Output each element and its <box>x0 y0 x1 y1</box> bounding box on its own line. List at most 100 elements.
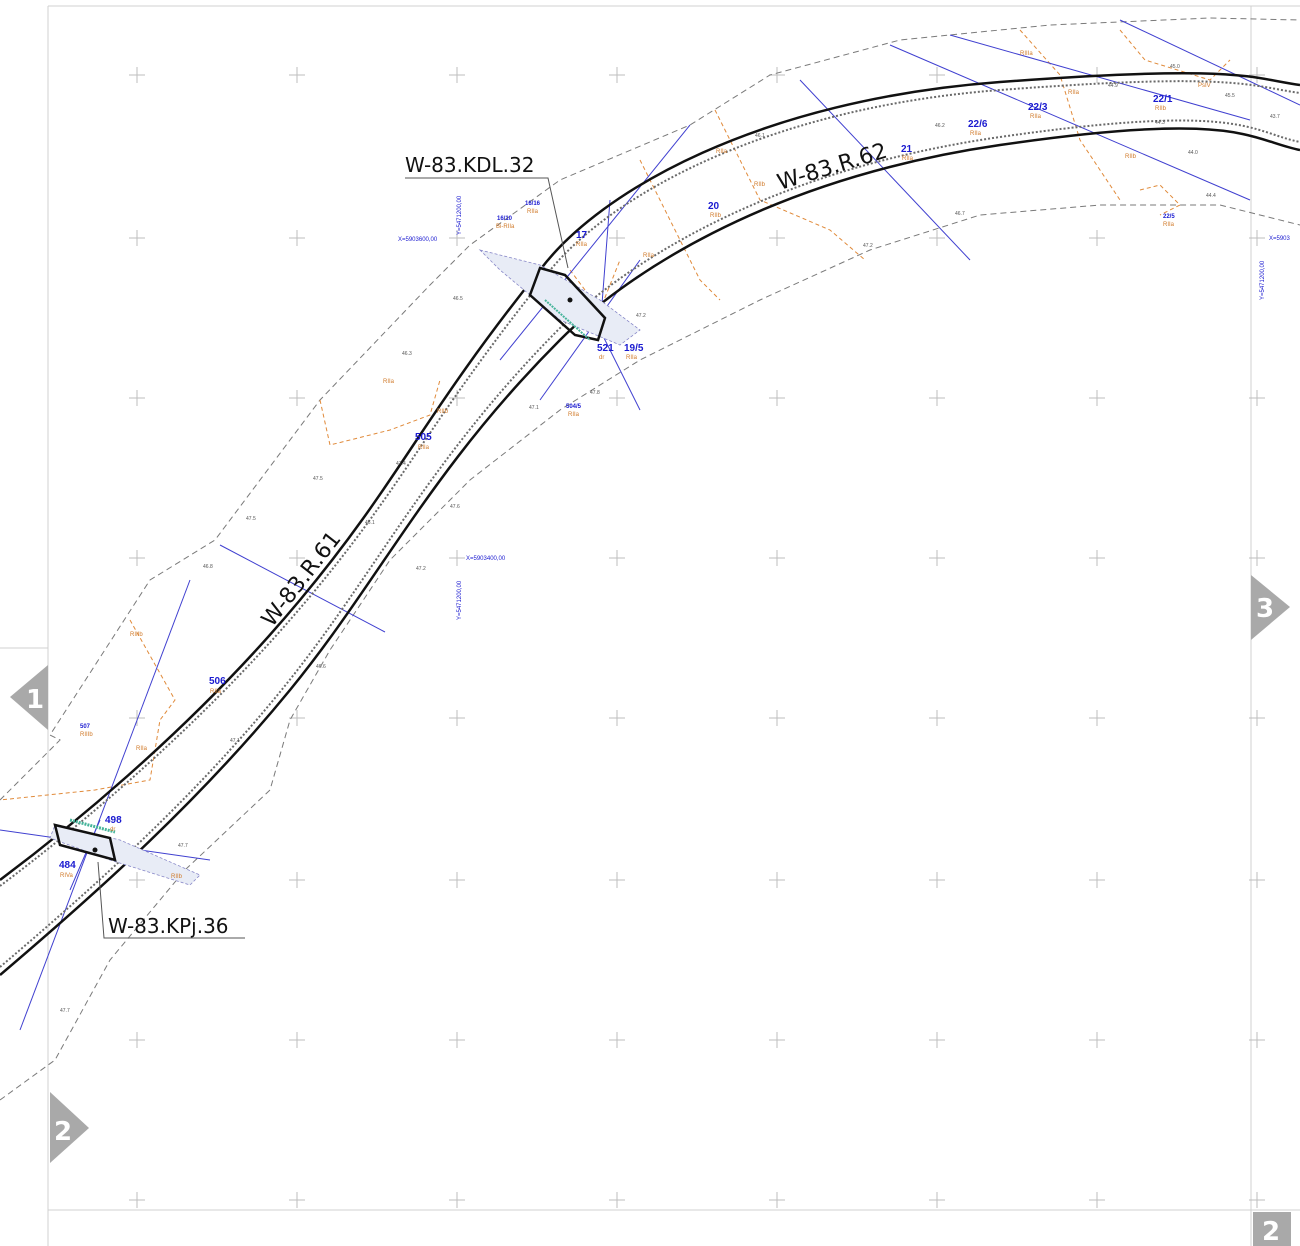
grid-cross <box>609 230 625 246</box>
parcel-number: 22/1 <box>1153 94 1173 105</box>
elevation: 47.1 <box>529 405 539 411</box>
elevation: 47.4 <box>396 461 406 467</box>
nav-down-sheet-2-corner[interactable]: 2 <box>1253 1212 1291 1246</box>
land-use-label: RIIb <box>437 409 449 415</box>
road-label-r61[interactable]: W-83.R.61 <box>257 527 346 632</box>
elevation: 47.7 <box>60 1008 70 1014</box>
sheet-frame <box>0 5 1300 1246</box>
nav-corner-sheet-number: 2 <box>1262 1217 1280 1246</box>
coord-y-mid: Y=5471200,00 <box>457 580 463 620</box>
grid-cross <box>449 550 465 566</box>
parcel-number: 484 <box>59 860 76 871</box>
parcel-use: RIIb <box>710 213 722 219</box>
grid-cross <box>1249 67 1265 83</box>
grid-cross <box>769 390 785 406</box>
land-use-label: RIIb <box>754 182 766 188</box>
grid-cross <box>289 872 305 888</box>
grid-cross <box>769 1192 785 1208</box>
grid-cross <box>1089 1192 1105 1208</box>
grid-cross <box>929 1032 945 1048</box>
grid-cross <box>449 710 465 726</box>
grid-cross <box>1249 550 1265 566</box>
land-use-label: RIIb <box>171 874 183 880</box>
grid-cross <box>769 550 785 566</box>
grid-cross <box>609 550 625 566</box>
parcel-use: RIIa <box>1030 114 1042 120</box>
elevation: 44.0 <box>1188 150 1198 156</box>
grid-cross <box>1249 710 1265 726</box>
grid-cross <box>929 1192 945 1208</box>
grid-cross <box>929 550 945 566</box>
grid-cross <box>289 390 305 406</box>
elevation: 46.2 <box>935 123 945 129</box>
grid-cross <box>1089 390 1105 406</box>
right-of-way-boundary <box>0 17 1300 1101</box>
land-use-label: PsIV <box>1198 83 1211 89</box>
elevation-points: 46.5 46.3 47.5 47.4 47.5 46.8 46.1 47.1 … <box>60 64 1280 1014</box>
parcel-number: 22/3 <box>1028 102 1048 113</box>
land-use-label: RIIa <box>716 149 728 155</box>
parcel-use: RIIIb <box>80 732 93 738</box>
grid-cross <box>1249 1192 1265 1208</box>
elevation: 46.3 <box>402 351 412 357</box>
grid-cross <box>609 1192 625 1208</box>
elevation: 47.2 <box>863 243 873 249</box>
coord-x-right: X=5903 <box>1269 236 1291 242</box>
elevation: 43.7 <box>1270 114 1280 120</box>
grid-cross <box>289 1192 305 1208</box>
callout-kdl[interactable]: W-83.KDL.32 <box>405 153 534 177</box>
parcel-use: RIVa <box>60 873 74 879</box>
nav-down-sheet-2-left[interactable]: 2 <box>50 1092 89 1163</box>
grid-cross <box>609 1032 625 1048</box>
elevation: 45.0 <box>1170 64 1180 70</box>
parcel-number: 506 <box>209 676 226 687</box>
nav-prev-sheet-number: 1 <box>26 685 44 715</box>
grid-cross <box>769 1032 785 1048</box>
parcel-number: 21 <box>901 144 913 155</box>
grid-cross <box>449 872 465 888</box>
callout-kpj[interactable]: W-83.KPj.36 <box>108 914 229 938</box>
grid-cross <box>129 67 145 83</box>
nav-next-sheet-number: 3 <box>1256 594 1274 624</box>
grid-cross <box>449 67 465 83</box>
grid-cross <box>1089 1032 1105 1048</box>
culvert-kpj-structure <box>49 818 201 886</box>
grid-cross <box>1089 230 1105 246</box>
grid-cross <box>289 67 305 83</box>
parcel-number: 507 <box>80 724 91 730</box>
parcel-use: dr <box>599 355 604 361</box>
road-label-r62[interactable]: W-83.R.62 <box>774 139 890 196</box>
parcel-use: RIIa <box>970 131 982 137</box>
coordinate-labels: X=5903600,00 Y=5471200,00 X=5903400,00 Y… <box>398 195 1291 620</box>
nav-down-sheet-number: 2 <box>54 1117 72 1147</box>
nav-prev-sheet-1[interactable]: 1 <box>10 665 48 730</box>
grid-cross <box>449 1192 465 1208</box>
land-use-label: RIIIb <box>130 632 143 638</box>
elevation: 46.1 <box>755 133 765 139</box>
coord-x-upper: X=5903600,00 <box>398 237 438 243</box>
grid-cross <box>1249 390 1265 406</box>
parcel-number: 498 <box>105 815 122 826</box>
callout-leaders <box>97 177 569 939</box>
parcel-use: RIIa <box>568 412 580 418</box>
parcel-labels: 505 RIIa 506 RIIa 498 dr 484 RIVa 507 RI… <box>59 94 1175 879</box>
parcel-use: RIIb <box>1155 106 1167 112</box>
grid-cross <box>1089 872 1105 888</box>
nav-next-sheet-3[interactable]: 3 <box>1251 575 1290 640</box>
parcel-use: RIIa <box>210 689 222 695</box>
grid-cross <box>769 872 785 888</box>
coord-y-right: Y=5471200,00 <box>1260 260 1266 300</box>
elevation: 46.5 <box>453 296 463 302</box>
elevation: 45.5 <box>1225 93 1235 99</box>
elevation: 46.8 <box>203 564 213 570</box>
grid-cross <box>129 390 145 406</box>
parcel-use: RIIa <box>576 242 588 248</box>
elevation: 44.9 <box>1108 83 1118 89</box>
parcel-number: 16/10 <box>497 216 513 222</box>
grid-cross <box>609 872 625 888</box>
elevation: 47.6 <box>450 504 460 510</box>
land-use-label: RIIIa <box>1020 51 1033 57</box>
elevation: 47.2 <box>636 313 646 319</box>
parcel-number: 22/5 <box>1163 214 1175 220</box>
